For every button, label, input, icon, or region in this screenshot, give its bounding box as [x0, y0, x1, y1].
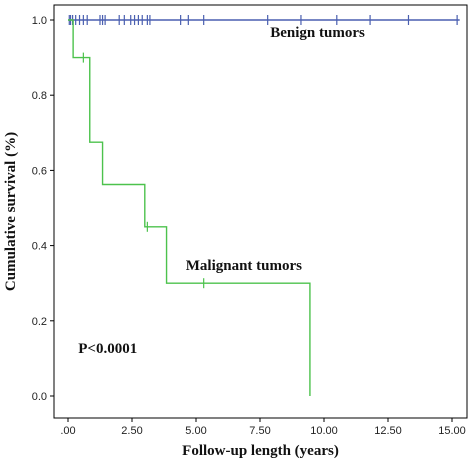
series-line-1	[68, 19, 311, 396]
x-axis-title: Follow-up length (years)	[182, 443, 339, 459]
series-layer	[68, 15, 460, 396]
y-tick-label: 1.0	[32, 15, 47, 27]
axis-ticks: .00 2.50 5.00 7.50 10.00 12.50 15.00 0.0 0.2 0.4 0…	[32, 15, 466, 437]
annotations-layer: Benign tumors Malignant tumors P<0.0001	[78, 25, 365, 357]
annotation-label: P<0.0001	[78, 341, 137, 357]
y-tick-label: 0.8	[32, 90, 47, 102]
annotation-label: Benign tumors	[270, 25, 365, 41]
x-tick-label: 5.00	[185, 425, 206, 437]
y-tick-label: 0.0	[32, 391, 47, 403]
x-tick-label: 10.00	[310, 425, 338, 437]
x-tick-label: 2.50	[121, 425, 142, 437]
y-tick-label: 0.2	[32, 316, 47, 328]
y-tick-label: 0.6	[32, 165, 47, 177]
x-tick-label: 15.00	[438, 425, 466, 437]
y-axis-title: Cumulative survival (%)	[3, 132, 19, 291]
x-tick-label: 12.50	[374, 425, 402, 437]
annotation-label: Malignant tumors	[186, 258, 302, 274]
x-tick-label: 7.50	[249, 425, 270, 437]
x-tick-label: .00	[60, 425, 75, 437]
y-tick-label: 0.4	[32, 241, 47, 253]
